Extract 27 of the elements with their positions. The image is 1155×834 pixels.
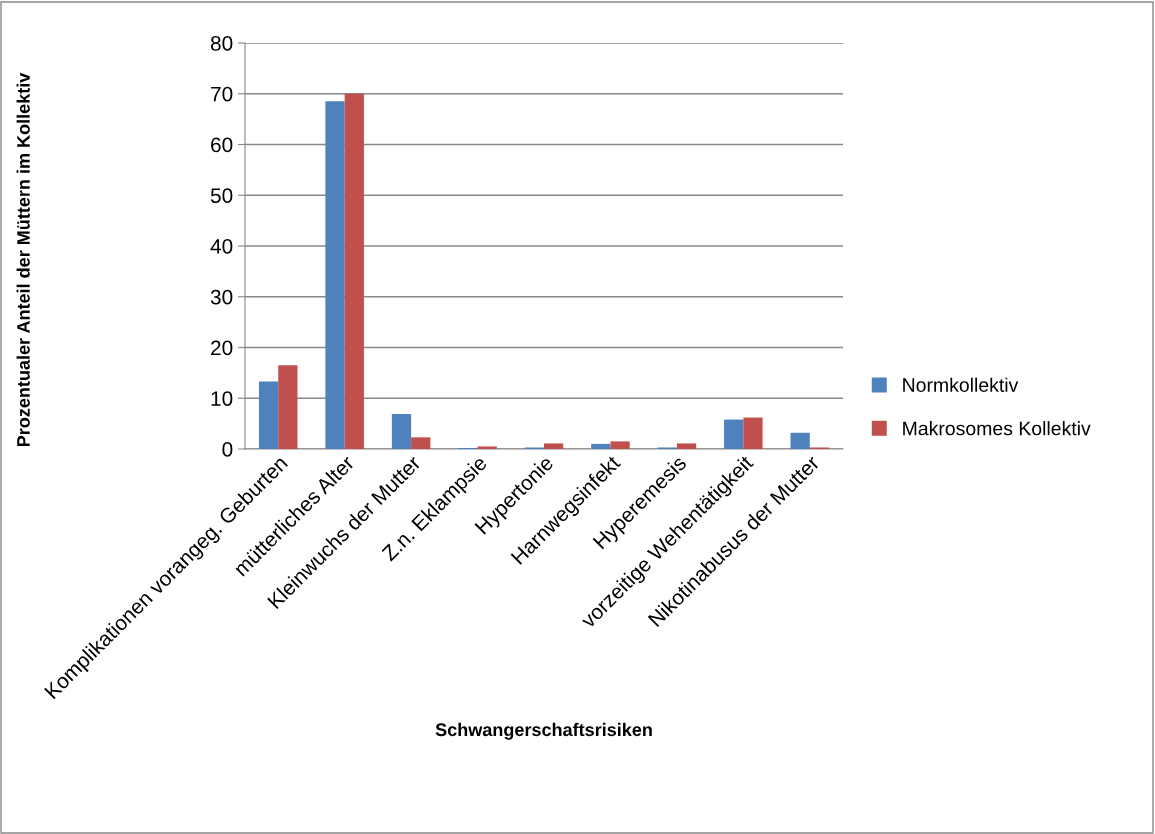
bar <box>743 417 763 449</box>
bar <box>676 443 697 449</box>
y-tick-label: 20 <box>211 340 233 356</box>
y-tick-label: 30 <box>210 289 233 305</box>
bar <box>325 101 345 449</box>
bar <box>411 437 431 449</box>
bar <box>258 381 279 449</box>
legend-label: Makrosomes Kollektiv <box>903 421 1091 436</box>
bar <box>610 441 630 449</box>
bar <box>344 93 364 449</box>
bar <box>591 443 611 449</box>
bar <box>278 365 298 449</box>
y-tick-label: 80 <box>210 36 233 51</box>
y-tick-label: 0 <box>222 442 233 457</box>
bar <box>544 443 564 449</box>
y-tick-label: 70 <box>211 86 233 102</box>
bar <box>724 419 744 449</box>
x-axis-title: Schwangerschaftsrisiken <box>435 722 652 740</box>
y-tick-label: 40 <box>210 239 233 254</box>
bar <box>391 413 412 449</box>
y-tick-label: 60 <box>211 137 233 153</box>
y-axis-title: Prozentualer Anteil der Müttern im Kollektiv <box>16 72 30 447</box>
y-tick-label: 10 <box>211 391 233 406</box>
legend-label: Normkollektiv <box>903 377 1019 392</box>
bar <box>790 432 810 449</box>
bar <box>477 446 497 449</box>
y-tick-label: 50 <box>210 188 233 203</box>
